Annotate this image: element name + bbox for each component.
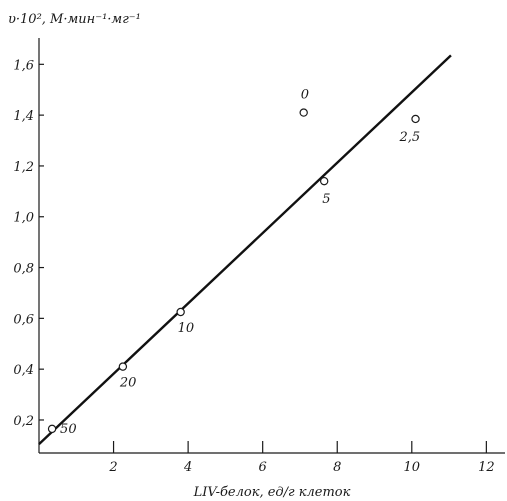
data-point <box>299 108 308 117</box>
axes <box>38 38 505 454</box>
data-point <box>176 307 185 317</box>
data-point-label: 20 <box>119 376 137 391</box>
y-tick-label: 0,8 <box>13 262 34 277</box>
y-tick-label: 1,2 <box>13 160 34 175</box>
data-point-label: 0 <box>301 88 309 103</box>
x-tick-label: 6 <box>259 460 267 475</box>
data-point <box>47 424 57 434</box>
data-point <box>118 362 128 371</box>
data-points: 50 20 10 5 2,5 0 <box>47 88 421 437</box>
x-tick-label: 10 <box>404 460 421 475</box>
data-point <box>411 114 420 124</box>
y-tick-label: 0,4 <box>13 363 34 378</box>
y-axis-title: υ·10², М·мин⁻¹·мг⁻¹ <box>8 12 141 27</box>
x-ticks: 2 4 6 8 10 12 <box>108 441 495 475</box>
y-tick-label: 1,4 <box>13 109 34 124</box>
y-tick-label: 0,2 <box>13 414 34 429</box>
fit-line <box>38 54 452 445</box>
x-tick-label: 8 <box>333 460 341 475</box>
x-tick-label: 12 <box>478 460 495 475</box>
data-point-label: 50 <box>60 422 77 437</box>
y-ticks: 0,2 0,4 0,6 0,8 1,0 1,2 1,4 1,6 <box>13 58 44 429</box>
data-point-label: 5 <box>322 192 330 207</box>
x-tick-label: 4 <box>183 460 192 475</box>
x-tick-label: 2 <box>108 460 117 475</box>
y-tick-label: 1,0 <box>13 211 34 226</box>
data-point-label: 10 <box>178 321 195 336</box>
x-axis-title: LIV-белок, ед/г клеток <box>193 485 351 500</box>
data-point <box>319 176 329 186</box>
data-point-label: 2,5 <box>399 130 421 145</box>
y-tick-label: 0,6 <box>13 312 34 327</box>
y-tick-label: 1,6 <box>13 58 34 73</box>
